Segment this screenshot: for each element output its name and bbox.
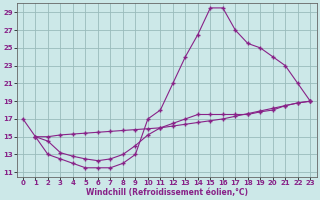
X-axis label: Windchill (Refroidissement éolien,°C): Windchill (Refroidissement éolien,°C) (86, 188, 248, 197)
